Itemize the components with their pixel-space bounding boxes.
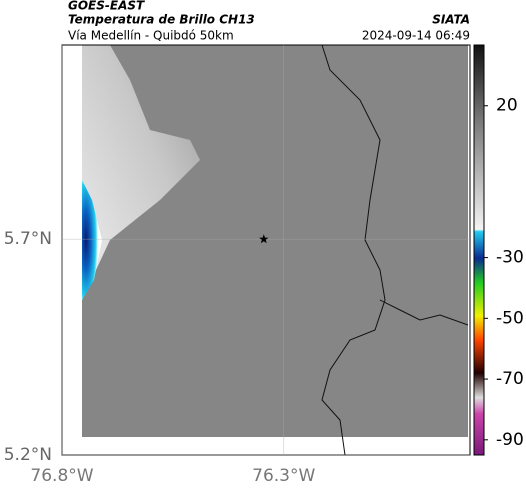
header: GOES-EAST Temperatura de Brillo CH13 Vía… [68,0,470,43]
cloud-plume [82,45,200,300]
cold-tops [82,180,102,300]
colorbar-tick-label: -90 [496,430,524,450]
title: GOES-EAST [68,0,145,13]
imagery [82,44,469,456]
y-tick-label: 5.2°N [4,445,52,465]
colorbar-tick-label: -50 [496,308,524,328]
border-line [321,44,386,456]
datetime: 2024-09-14 06:49 [362,29,470,43]
border-line [379,299,469,326]
colorbar-tick-label: -30 [496,248,524,268]
colorbar-tick-label: 20 [496,96,518,116]
x-tick-label: 76.3°W [252,466,315,486]
background-field [82,45,468,437]
region: Vía Medellín - Quibdó 50km [68,29,234,43]
y-tick-label: 5.7°N [4,229,52,249]
x-tick-label: 76.8°W [30,466,93,486]
source: SIATA [432,13,470,27]
colorbar-tick-label: -70 [496,369,524,389]
subtitle: Temperatura de Brillo CH13 [68,13,255,27]
location-marker [259,234,269,244]
colorbar [473,44,485,456]
